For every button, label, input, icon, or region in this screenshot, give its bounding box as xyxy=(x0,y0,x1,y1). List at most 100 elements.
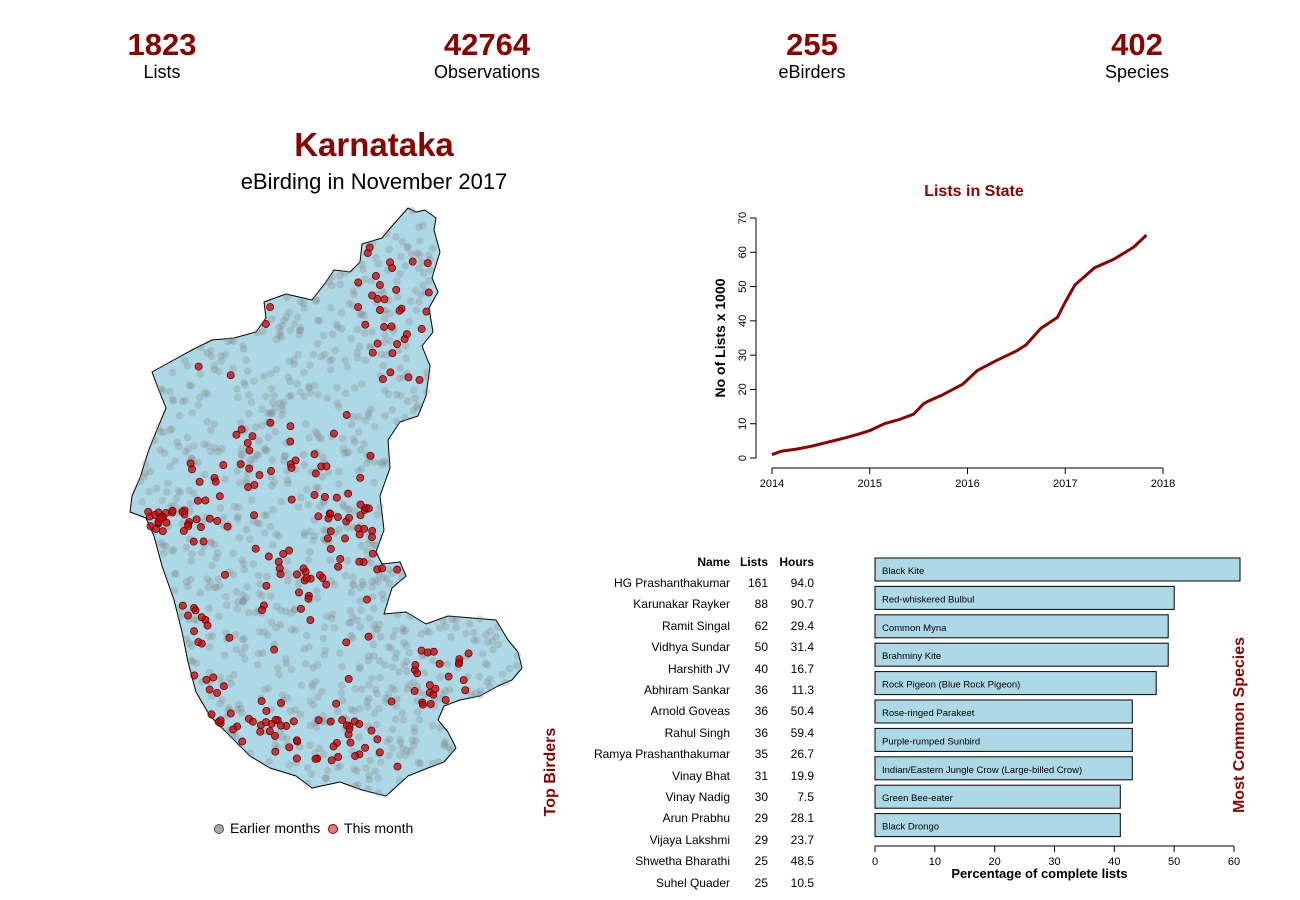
earlier-point xyxy=(252,451,261,459)
earlier-point xyxy=(305,548,314,556)
birder-hours: 50.4 xyxy=(790,704,814,719)
earlier-point xyxy=(282,313,291,322)
earlier-point xyxy=(351,782,360,790)
birder-name: HG Prashanthakumar xyxy=(613,576,730,591)
stat-value: 1823 xyxy=(127,27,197,62)
earlier-point xyxy=(429,760,437,768)
earlier-point xyxy=(372,253,380,262)
earlier-point xyxy=(348,573,357,581)
earlier-point xyxy=(214,447,222,456)
stat-label: eBirders xyxy=(778,62,846,82)
earlier-point xyxy=(255,627,263,636)
earlier-point xyxy=(470,636,478,644)
earlier-point xyxy=(313,340,322,348)
earlier-point xyxy=(159,386,167,395)
earlier-point xyxy=(376,758,385,767)
earlier-point xyxy=(320,623,329,632)
column-header-lists: Lists xyxy=(739,554,768,569)
this-month-point xyxy=(248,717,257,726)
earlier-point xyxy=(314,390,322,399)
earlier-point xyxy=(342,571,350,580)
earlier-point xyxy=(183,433,192,442)
earlier-point xyxy=(309,350,318,359)
earlier-point xyxy=(283,476,292,484)
earlier-point xyxy=(403,244,412,252)
earlier-point xyxy=(494,623,502,631)
earlier-point xyxy=(349,413,358,421)
earlier-point xyxy=(345,619,353,627)
earlier-point xyxy=(183,635,191,644)
earlier-point xyxy=(412,403,421,412)
birder-hours: 29.4 xyxy=(790,618,814,633)
earlier-point xyxy=(462,629,470,638)
earlier-point xyxy=(278,691,287,699)
earlier-point xyxy=(278,406,287,414)
earlier-point xyxy=(370,709,379,718)
earlier-point xyxy=(334,323,342,331)
earlier-point xyxy=(356,597,365,605)
earlier-point xyxy=(186,499,195,508)
earlier-point xyxy=(296,326,304,335)
karnataka-map xyxy=(129,207,523,797)
earlier-point xyxy=(447,746,455,754)
this-month-point xyxy=(361,320,370,329)
earlier-point xyxy=(353,767,361,775)
this-month-point xyxy=(266,303,275,312)
earlier-point xyxy=(187,656,196,665)
this-month-point xyxy=(286,422,295,431)
earlier-point xyxy=(230,670,238,679)
earlier-point xyxy=(173,438,182,446)
stat-ebirders: 255 eBirders xyxy=(712,28,912,83)
earlier-point xyxy=(347,705,356,713)
earlier-point xyxy=(389,632,398,641)
earlier-point xyxy=(363,547,371,555)
earlier-point xyxy=(306,361,314,369)
earlier-point xyxy=(363,703,372,711)
earlier-point xyxy=(361,416,370,424)
this-month-point xyxy=(378,375,387,384)
earlier-point xyxy=(353,348,362,357)
this-month-point xyxy=(316,571,324,580)
earlier-point xyxy=(278,402,286,410)
earlier-point xyxy=(316,502,324,511)
earlier-point xyxy=(162,542,170,550)
this-month-point xyxy=(425,681,434,690)
this-month-point xyxy=(366,451,375,460)
earlier-point xyxy=(267,618,276,627)
earlier-point xyxy=(335,467,343,476)
earlier-point xyxy=(278,411,286,419)
earlier-point xyxy=(370,478,379,487)
species-bar xyxy=(874,813,1121,838)
earlier-point xyxy=(353,616,362,624)
earlier-point xyxy=(267,369,275,378)
this-month-point xyxy=(418,700,427,709)
earlier-point xyxy=(380,457,388,465)
earlier-point xyxy=(383,229,391,238)
earlier-point xyxy=(485,682,494,691)
earlier-point xyxy=(355,704,364,713)
earlier-point xyxy=(356,310,364,319)
earlier-point xyxy=(357,685,366,694)
earlier-point xyxy=(296,324,305,332)
earlier-point xyxy=(276,606,285,614)
earlier-point xyxy=(286,326,295,334)
earlier-point xyxy=(217,352,226,360)
this-month-point xyxy=(199,537,208,546)
earlier-point xyxy=(284,373,292,382)
earlier-point xyxy=(296,388,304,396)
earlier-point xyxy=(266,522,275,531)
earlier-point xyxy=(384,390,393,399)
this-month-point xyxy=(266,418,275,427)
earlier-point xyxy=(156,446,165,454)
birder-lists: 29 xyxy=(754,832,768,847)
earlier-point xyxy=(376,673,384,682)
this-month-point xyxy=(306,616,315,625)
earlier-point xyxy=(393,610,402,619)
earlier-point xyxy=(416,759,425,768)
earlier-point xyxy=(291,706,300,714)
earlier-point xyxy=(353,354,362,362)
earlier-point xyxy=(206,577,214,586)
earlier-point xyxy=(239,345,248,353)
earlier-point xyxy=(361,356,370,365)
table-row: HG Prashanthakumar 161 94.0 xyxy=(580,572,814,593)
